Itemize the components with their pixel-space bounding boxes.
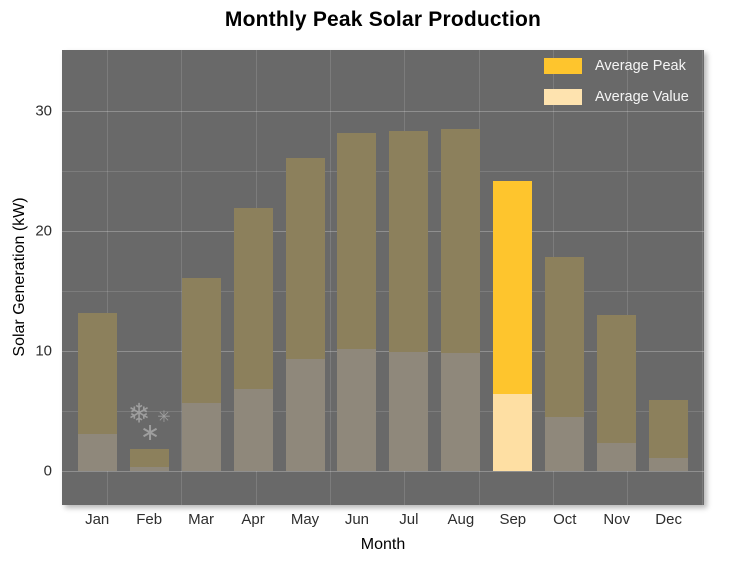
bar-segment-average-value [337, 348, 377, 471]
x-tick-label-mar: Mar [188, 511, 215, 528]
bar-segment-average-peak [285, 157, 325, 360]
bar-segment-average-peak [649, 400, 689, 458]
x-tick-label-sep: Sep [499, 511, 527, 528]
bar-segment-average-peak [77, 312, 117, 434]
legend-item-1: Average Value [544, 89, 690, 105]
bar-may [285, 157, 325, 471]
x-axis-title: Month [360, 536, 406, 553]
x-tick-label-jan: Jan [85, 511, 110, 528]
bar-nov [597, 315, 637, 471]
legend-label-1: Average Value [595, 89, 689, 105]
gridline-y-minor-5 [62, 411, 704, 412]
gridline-y-30 [62, 111, 704, 112]
gridline-y-20 [62, 231, 704, 232]
legend-item-0: Average Peak [544, 58, 690, 74]
bar-jul [389, 131, 429, 471]
bar-segment-average-value [285, 359, 325, 471]
snowflake-icon: ❄ [127, 398, 151, 429]
gridline-x-0 [107, 50, 108, 505]
bar-segment-average-peak [181, 277, 221, 403]
gridline-y-minor-25 [62, 171, 704, 172]
bar-oct [545, 257, 585, 471]
x-tick-label-feb: Feb [136, 511, 163, 528]
bar-segment-average-peak [337, 132, 377, 349]
bar-aug [441, 129, 481, 471]
bar-sep [493, 180, 533, 471]
legend: Average Peak Average Value [544, 58, 690, 120]
bar-segment-average-peak [493, 180, 533, 395]
bar-dec [649, 400, 689, 471]
gridline-y-0 [62, 471, 704, 472]
bar-segment-average-value [389, 352, 429, 471]
gridline-y-minor-15 [62, 291, 704, 292]
x-tick-label-may: May [290, 511, 320, 528]
chart-title: Monthly Peak Solar Production [224, 8, 542, 31]
bar-segment-average-peak [597, 315, 637, 444]
bar-segment-average-peak [389, 131, 429, 353]
snowflake-icon: ✳ [157, 409, 171, 426]
x-tick-label-dec: Dec [655, 511, 682, 528]
gridline-x-1 [181, 50, 183, 505]
x-tick-label-nov: Nov [603, 511, 631, 528]
y-axis-title: Solar Generation (kW) [11, 197, 28, 357]
x-tick-label-apr: Apr [241, 511, 265, 528]
bar-segment-average-value [77, 433, 117, 471]
gridline-x-7 [627, 50, 629, 505]
legend-label-0: Average Peak [595, 58, 686, 74]
x-tick-label-oct: Oct [553, 511, 577, 528]
bar-segment-average-peak [545, 257, 585, 417]
snowflake-icon: ∗ [139, 419, 161, 446]
bar-jan [77, 312, 117, 471]
y-tick-label-20: 20 [35, 222, 52, 240]
x-tick-label-jul: Jul [399, 511, 419, 528]
bar-segment-average-value [597, 443, 637, 471]
bar-segment-average-value [649, 457, 689, 471]
bar-segment-average-value [181, 402, 221, 471]
bar-feb [129, 449, 169, 471]
gridline-x-8 [701, 50, 703, 505]
y-tick-label-30: 30 [35, 102, 52, 120]
legend-swatch-1 [544, 89, 582, 105]
bar-mar [181, 277, 221, 471]
y-tick-label-0: 0 [43, 462, 52, 480]
bar-segment-average-value [441, 353, 481, 471]
bar-segment-average-peak [129, 449, 169, 468]
bar-jun [337, 132, 377, 471]
bar-segment-average-value [545, 416, 585, 471]
bar-segment-average-value [233, 389, 273, 471]
bar-segment-average-peak [441, 129, 481, 354]
bar-apr [233, 208, 273, 471]
gridline-x-3 [330, 50, 332, 505]
plot-panel: ❄ ✳ ∗ Average Peak Average Value [62, 50, 704, 505]
y-tick-label-10: 10 [35, 342, 52, 360]
bar-segment-average-value [129, 467, 169, 471]
x-tick-label-aug: Aug [447, 511, 475, 528]
legend-swatch-0 [544, 58, 582, 74]
gridline-y-10 [62, 351, 704, 352]
bar-segment-average-value [493, 394, 533, 471]
x-tick-label-jun: Jun [344, 511, 370, 528]
bar-segment-average-peak [233, 208, 273, 390]
